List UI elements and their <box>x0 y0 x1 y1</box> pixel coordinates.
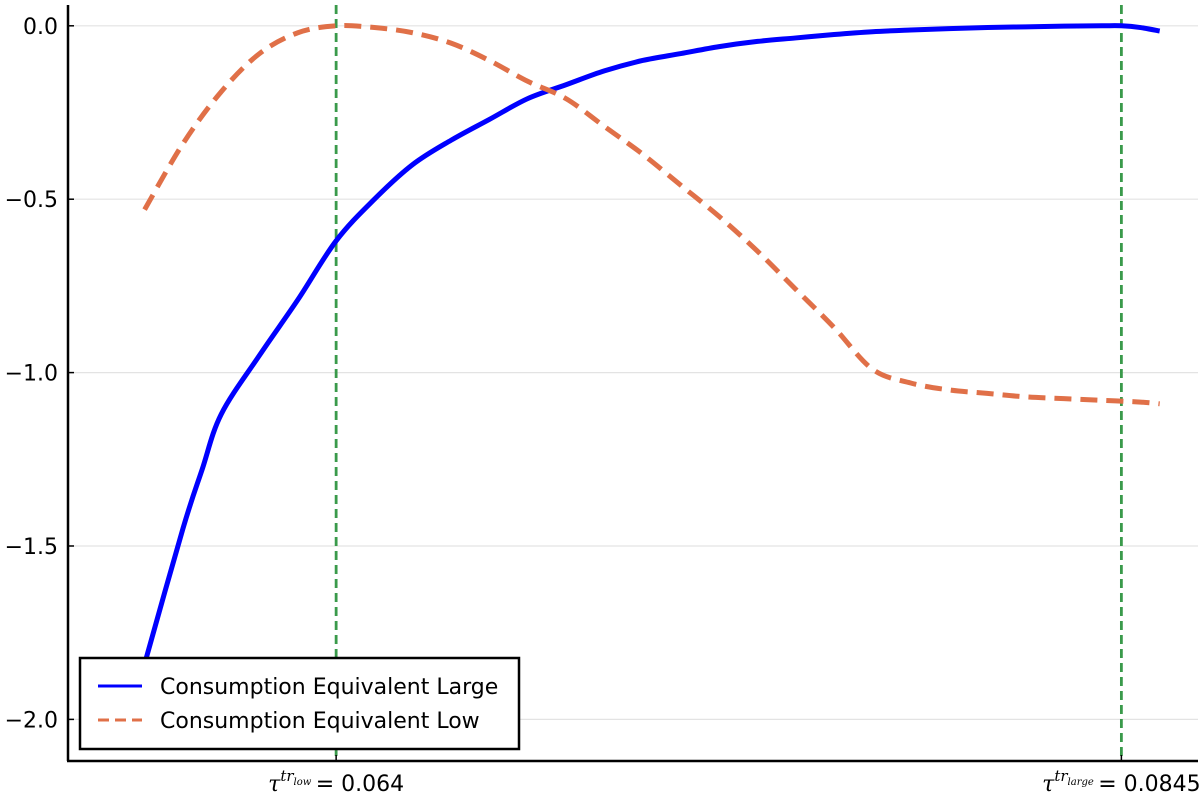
y-tick-label: −2.0 <box>5 708 58 733</box>
x-tick-label: τtrlow = 0.064 <box>268 767 404 797</box>
y-tick-label: −1.5 <box>5 535 58 560</box>
grid-layer <box>68 25 1198 720</box>
y-tick-label: −0.5 <box>5 188 58 213</box>
legend-label-low: Consumption Equivalent Low <box>160 709 480 734</box>
series-layer <box>142 23 1161 665</box>
vline-layer <box>334 5 1123 761</box>
legend-box <box>78 656 521 751</box>
ytick-layer: 0.0 −0.5 −1.0 −1.5 −2.0 <box>5 15 74 733</box>
legend: Consumption Equivalent Large Consumption… <box>78 656 521 751</box>
legend-label-large: Consumption Equivalent Large <box>160 675 498 700</box>
axis-layer <box>66 5 1198 763</box>
y-tick-label: 0.0 <box>23 15 58 40</box>
xtick-layer: τtrlow = 0.064 τtrlarge = 0.0845 <box>268 755 1200 797</box>
series-line-low <box>142 23 1160 407</box>
series-line-large <box>142 23 1161 665</box>
y-tick-label: −1.0 <box>5 362 58 387</box>
x-tick-label: τtrlarge = 0.0845 <box>1042 767 1200 797</box>
